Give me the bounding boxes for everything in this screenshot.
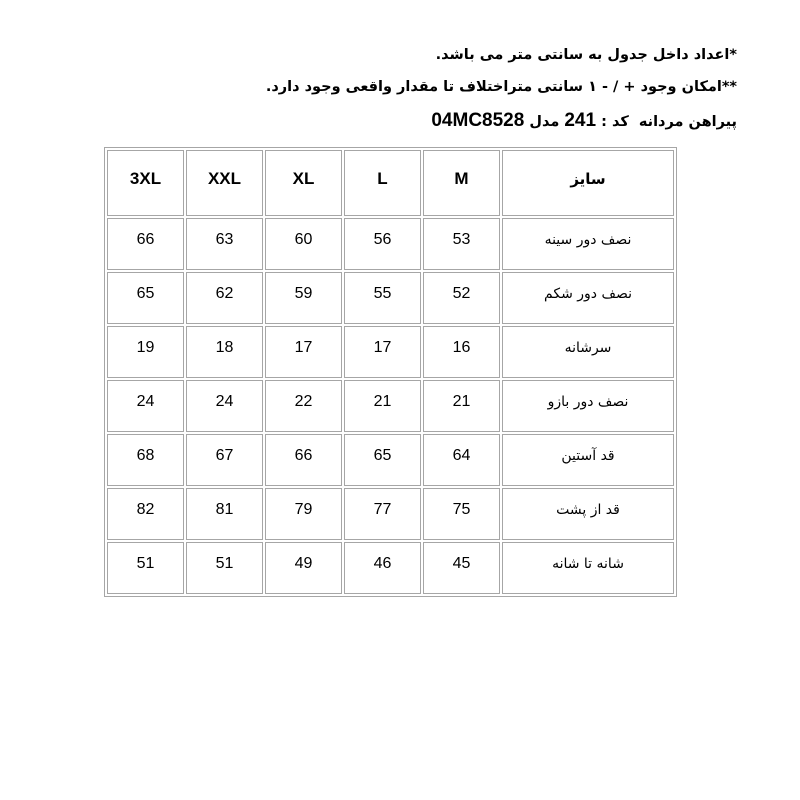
measurement-cell: 49: [265, 542, 342, 594]
measurement-cell: 52: [423, 272, 500, 324]
header-cell-xl: XL: [265, 150, 342, 216]
measurement-cell: 53: [423, 218, 500, 270]
table-row: نصف دور شکم 52 55 59 62 65: [107, 272, 674, 324]
measurement-cell: 77: [344, 488, 421, 540]
table-row: قد آستین 64 65 66 67 68: [107, 434, 674, 486]
measurement-cell: 22: [265, 380, 342, 432]
measurement-cell: 59: [265, 272, 342, 324]
measurement-cell: 65: [344, 434, 421, 486]
row-label-cell: سرشانه: [502, 326, 674, 378]
measurement-cell: 63: [186, 218, 263, 270]
measurement-cell: 81: [186, 488, 263, 540]
measurement-cell: 24: [186, 380, 263, 432]
product-title-prefix: پیراهن مردانه کد :: [596, 114, 737, 130]
measurement-cell: 51: [186, 542, 263, 594]
measurement-cell: 17: [265, 326, 342, 378]
table-row: سرشانه 16 17 17 18 19: [107, 326, 674, 378]
measurement-cell: 68: [107, 434, 184, 486]
measurement-cell: 56: [344, 218, 421, 270]
measurement-cell: 17: [344, 326, 421, 378]
measurement-cell: 19: [107, 326, 184, 378]
measurement-cell: 66: [265, 434, 342, 486]
measurement-cell: 79: [265, 488, 342, 540]
header-cell-l: L: [344, 150, 421, 216]
table-header-row: سایز M L XL XXL 3XL: [107, 150, 674, 216]
row-label-cell: نصف دور سینه: [502, 218, 674, 270]
product-model: 04MC8528: [431, 110, 525, 131]
note-units: *اعداد داخل جدول به سانتی متر می باشد.: [435, 47, 737, 63]
measurement-cell: 67: [186, 434, 263, 486]
header-cell-m: M: [423, 150, 500, 216]
measurement-cell: 62: [186, 272, 263, 324]
row-label-cell: نصف دور بازو: [502, 380, 674, 432]
note-tolerance: **امکان وجود + / - ۱ سانتی متراختلاف تا …: [265, 79, 737, 95]
row-label-cell: قد از پشت: [502, 488, 674, 540]
header-cell-size: سایز: [502, 150, 674, 216]
notes-block: *اعداد داخل جدول به سانتی متر می باشد. *…: [0, 0, 800, 134]
table-row: نصف دور بازو 21 21 22 24 24: [107, 380, 674, 432]
measurement-cell: 51: [107, 542, 184, 594]
measurement-cell: 18: [186, 326, 263, 378]
row-label-cell: شانه تا شانه: [502, 542, 674, 594]
product-title-middle: مدل: [524, 114, 565, 130]
product-title: پیراهن مردانه کد : 241 مدل 04MC8528: [0, 109, 737, 134]
measurement-cell: 55: [344, 272, 421, 324]
measurement-cell: 75: [423, 488, 500, 540]
measurement-cell: 24: [107, 380, 184, 432]
measurement-cell: 82: [107, 488, 184, 540]
table-row: شانه تا شانه 45 46 49 51 51: [107, 542, 674, 594]
size-table-wrapper: سایز M L XL XXL 3XL نصف دور سینه 53 56 6…: [104, 147, 800, 597]
header-cell-3xl: 3XL: [107, 150, 184, 216]
measurement-cell: 45: [423, 542, 500, 594]
size-table: سایز M L XL XXL 3XL نصف دور سینه 53 56 6…: [104, 147, 677, 597]
measurement-cell: 16: [423, 326, 500, 378]
measurement-cell: 66: [107, 218, 184, 270]
measurement-cell: 21: [423, 380, 500, 432]
table-row: نصف دور سینه 53 56 60 63 66: [107, 218, 674, 270]
table-row: قد از پشت 75 77 79 81 82: [107, 488, 674, 540]
product-code: 241: [564, 110, 597, 131]
measurement-cell: 46: [344, 542, 421, 594]
row-label-cell: قد آستین: [502, 434, 674, 486]
row-label-cell: نصف دور شکم: [502, 272, 674, 324]
measurement-cell: 65: [107, 272, 184, 324]
measurement-cell: 64: [423, 434, 500, 486]
header-cell-xxl: XXL: [186, 150, 263, 216]
measurement-cell: 21: [344, 380, 421, 432]
measurement-cell: 60: [265, 218, 342, 270]
